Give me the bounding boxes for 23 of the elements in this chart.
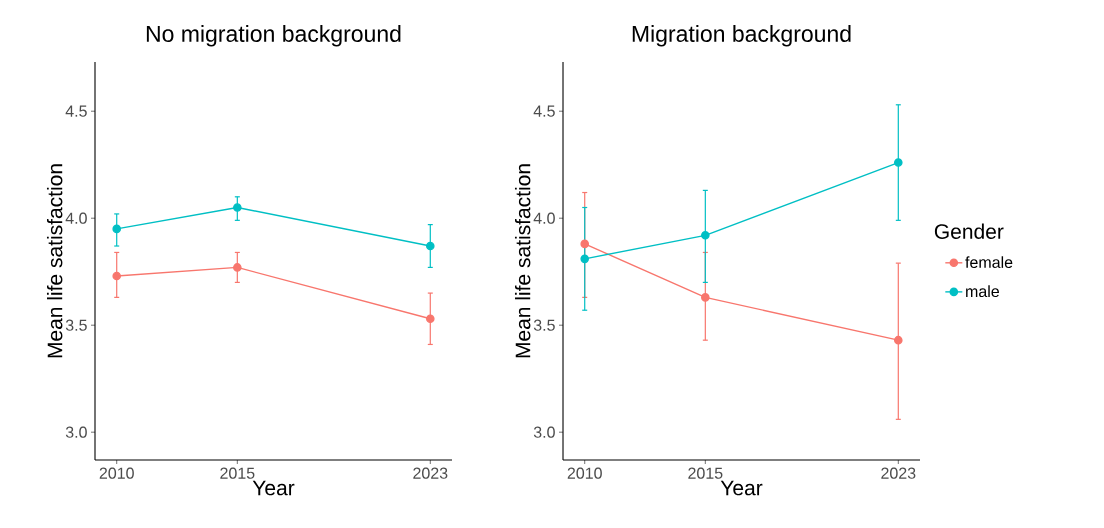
y-axis-title: Mean life satisfaction — [514, 164, 531, 358]
x-tick-label: 2015 — [220, 467, 255, 479]
legend-title: Gender — [934, 223, 1004, 239]
x-axis-title: Year — [720, 480, 763, 496]
y-tick-label: 4.0 — [65, 212, 87, 224]
y-tick-label: 3.5 — [533, 319, 555, 331]
x-tick-label: 2023 — [413, 467, 448, 479]
y-axis-title: Mean life satisfaction — [46, 164, 63, 358]
y-tick-label: 4.5 — [533, 105, 555, 117]
chart-title: No migration background — [146, 25, 401, 47]
chart-title: Migration background — [632, 25, 851, 47]
legend-label: female — [965, 256, 1013, 269]
x-axis-title: Year — [252, 480, 295, 496]
x-tick-label: 2015 — [688, 467, 723, 479]
legend-label: male — [966, 285, 999, 298]
y-tick-label: 3.0 — [65, 426, 87, 438]
y-tick-label: 4.5 — [65, 105, 87, 117]
y-tick-label: 3.0 — [533, 426, 555, 438]
y-tick-label: 4.0 — [533, 212, 555, 224]
x-tick-label: 2010 — [99, 467, 134, 479]
x-tick-label: 2010 — [567, 467, 602, 479]
y-tick-label: 3.5 — [65, 319, 87, 331]
x-tick-label: 2023 — [881, 467, 916, 479]
